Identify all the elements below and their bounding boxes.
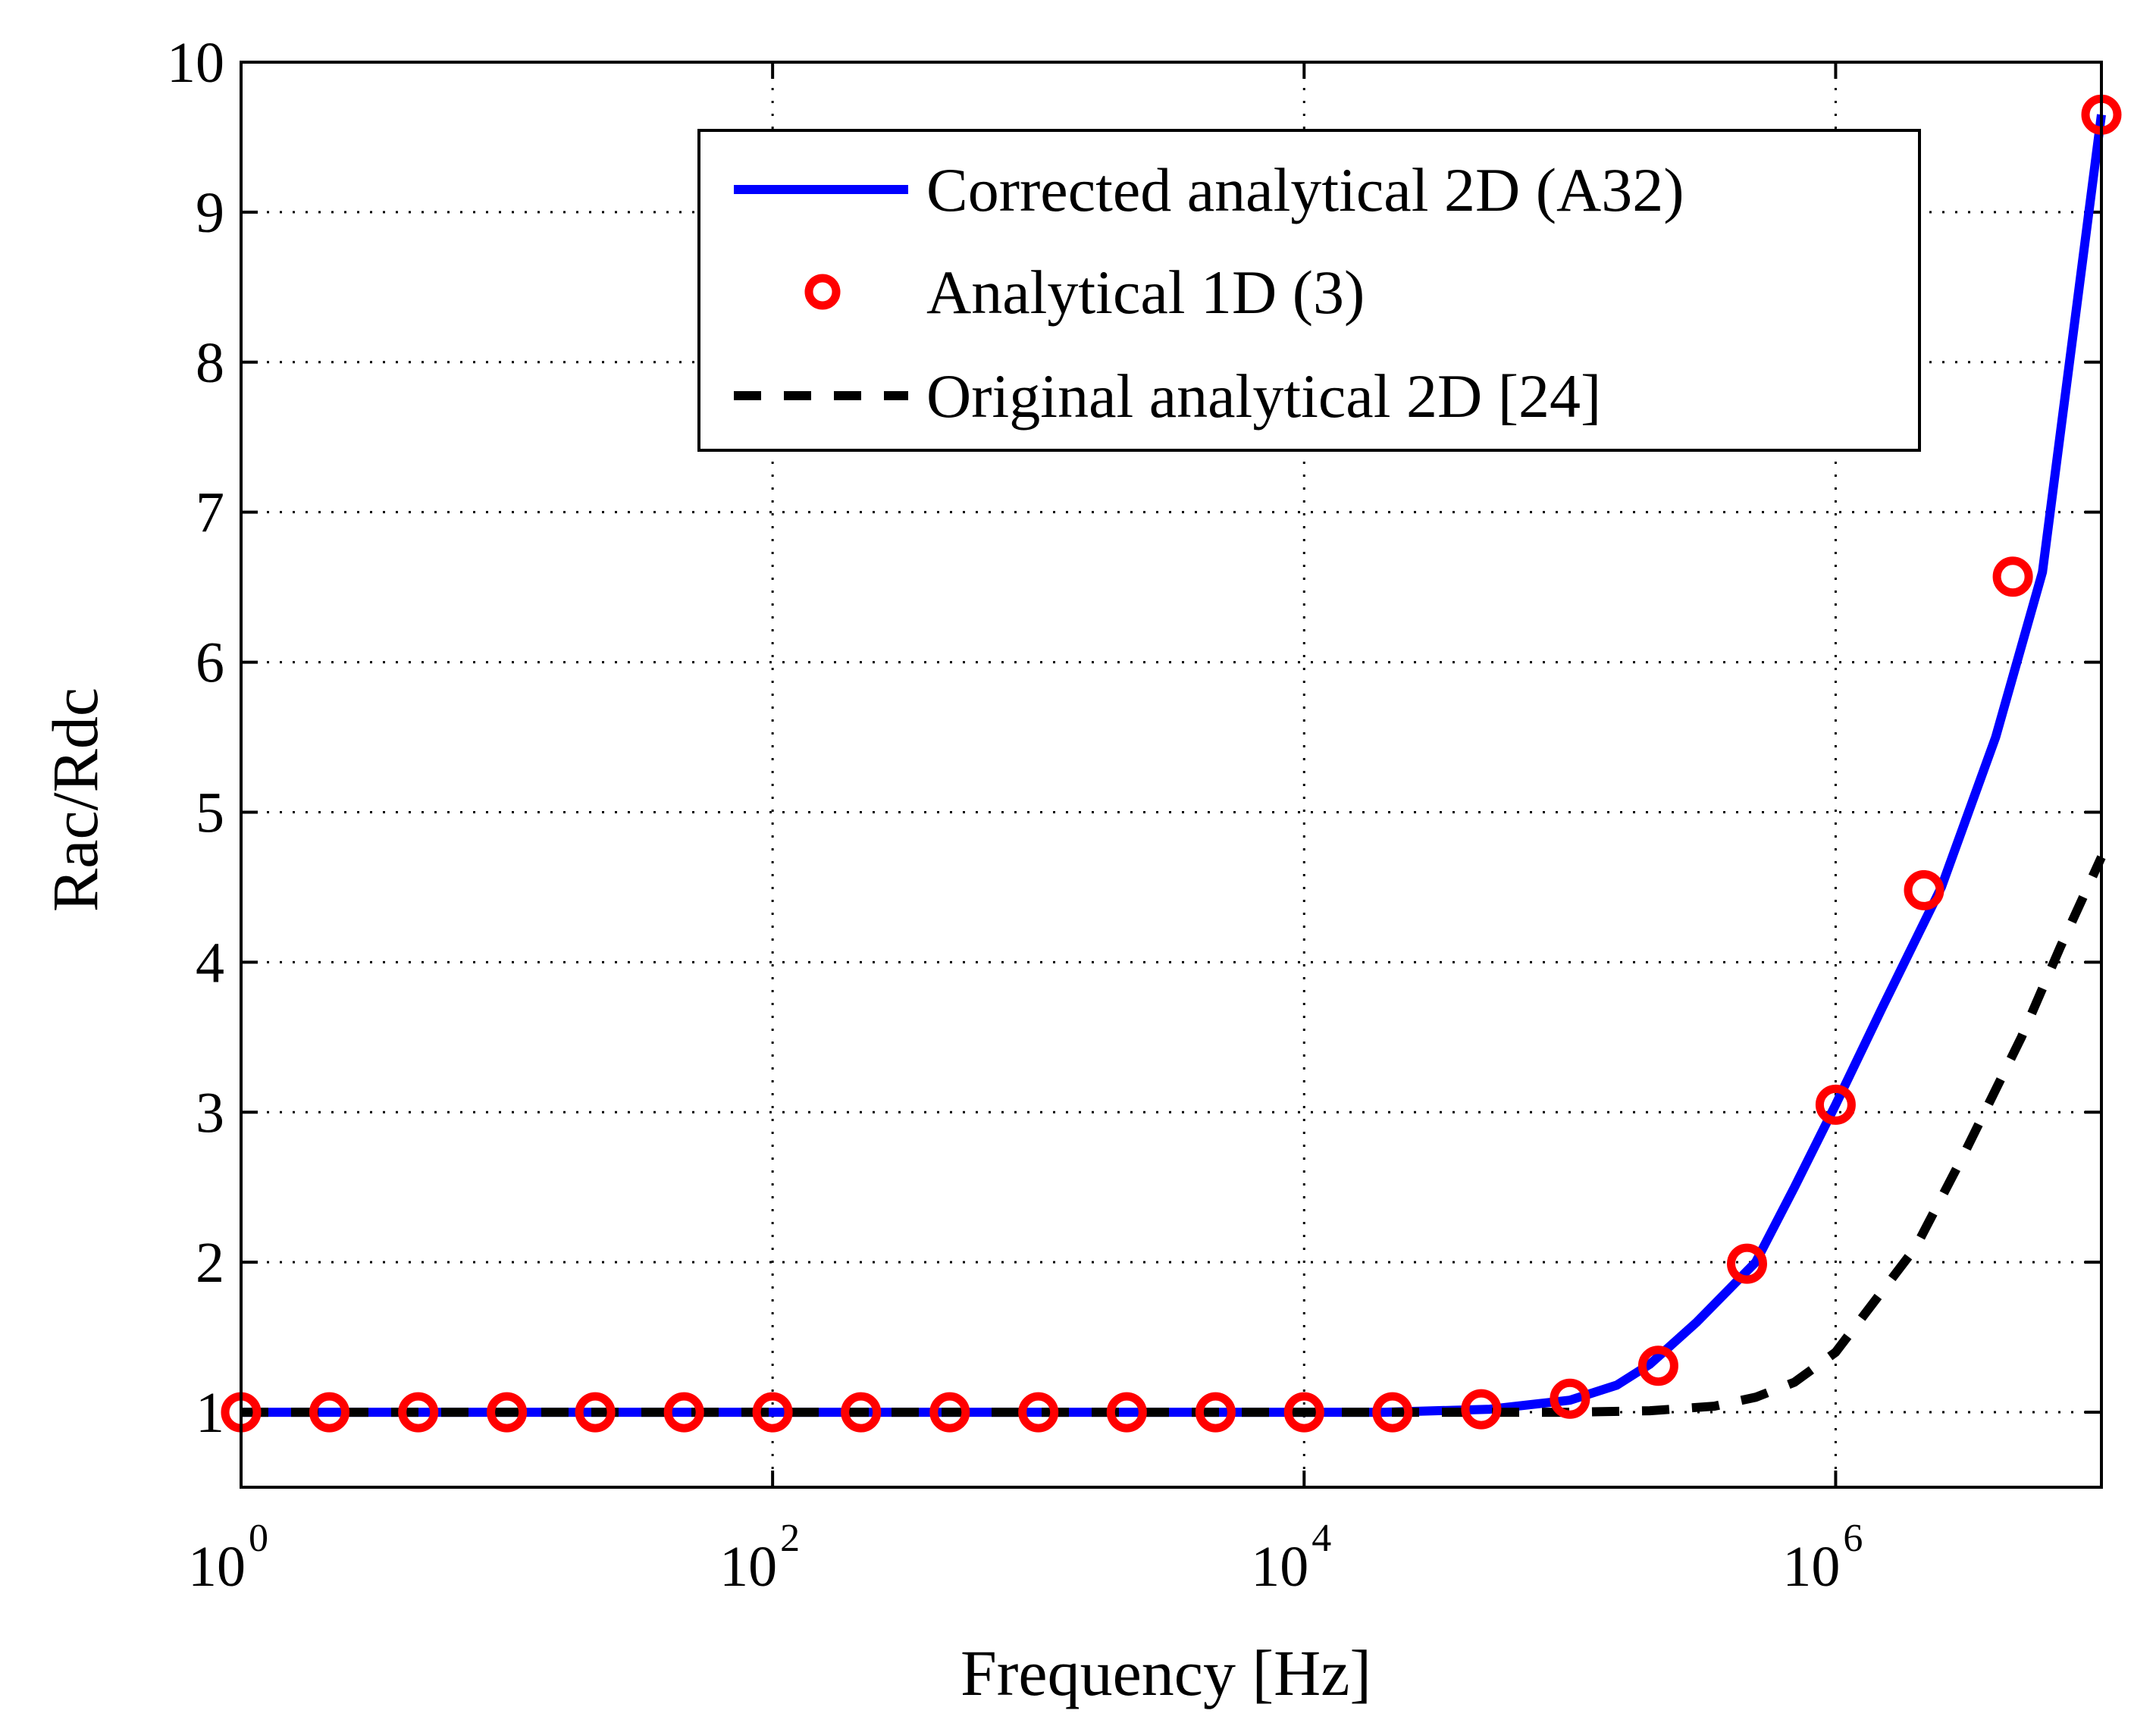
y-tick-label: 5	[196, 781, 224, 844]
y-tick-label: 9	[196, 181, 224, 245]
series-marker-analytical-1d	[309, 1392, 349, 1433]
x-tick-labels: 10 0 10 2 10 4 10 6	[188, 1517, 1863, 1599]
series-marker-analytical-1d	[929, 1392, 970, 1433]
series-marker-analytical-1d	[1372, 1392, 1413, 1433]
series-marker-analytical-1d	[663, 1392, 704, 1433]
series-marker-analytical-1d	[752, 1392, 793, 1433]
x-tick-exponent: 2	[780, 1517, 800, 1560]
x-tick-base: 10	[1782, 1535, 1840, 1599]
series-marker-analytical-1d	[1195, 1392, 1236, 1433]
legend-label-analytical-1d: Analytical 1D (3)	[926, 258, 1365, 327]
x-tick-label: 10 4	[1251, 1517, 1331, 1599]
legend-label-original: Original analytical 2D [24]	[926, 362, 1601, 431]
x-tick-base: 10	[1251, 1535, 1308, 1599]
series-marker-analytical-1d	[575, 1392, 616, 1433]
x-tick-exponent: 0	[249, 1517, 268, 1560]
series-marker-analytical-1d	[487, 1392, 528, 1433]
series-marker-analytical-1d	[1018, 1392, 1059, 1433]
y-tick-label: 3	[196, 1081, 224, 1145]
series-marker-analytical-1d	[1106, 1392, 1147, 1433]
legend: Corrected analytical 2D (A32) Analytical…	[697, 129, 1921, 452]
y-tick-label: 8	[196, 331, 224, 395]
x-axis-label: Frequency [Hz]	[960, 1637, 1371, 1709]
series-marker-analytical-1d	[1283, 1392, 1324, 1433]
x-tick-exponent: 4	[1311, 1517, 1331, 1560]
y-tick-label: 7	[196, 481, 224, 545]
legend-box	[697, 129, 1921, 452]
y-tick-label: 2	[196, 1231, 224, 1295]
y-tick-labels: 1 2 3 4 5 6 7 8 9 10	[167, 31, 224, 1445]
y-tick-label: 6	[196, 631, 224, 695]
x-tick-label: 10 6	[1782, 1517, 1863, 1599]
x-tick-exponent: 6	[1843, 1517, 1863, 1560]
series-marker-analytical-1d	[1904, 869, 1944, 910]
x-tick-label: 10 0	[188, 1517, 268, 1599]
y-tick-label: 4	[196, 931, 224, 995]
series-marker-analytical-1d	[1727, 1243, 1767, 1284]
series-marker-analytical-1d	[841, 1392, 882, 1433]
x-tick-label: 10 2	[719, 1517, 800, 1599]
series-marker-analytical-1d	[1550, 1378, 1590, 1419]
legend-swatch-analytical-1d	[804, 274, 841, 310]
series-marker-analytical-1d	[1637, 1345, 1678, 1386]
series-marker-analytical-1d	[1992, 556, 2033, 597]
plot-frame	[240, 61, 2103, 1489]
y-axis-label: Rac/Rdc	[39, 688, 111, 912]
y-tick-label: 1	[196, 1381, 224, 1445]
series-marker-analytical-1d	[398, 1392, 439, 1433]
x-tick-base: 10	[719, 1535, 777, 1599]
series-line-original-analytical-2d	[241, 855, 2106, 1417]
x-tick-base: 10	[188, 1535, 246, 1599]
y-tick-label: 10	[167, 31, 224, 95]
series-marker-analytical-1d	[1461, 1389, 1502, 1430]
series-marker-analytical-1d	[1815, 1084, 1856, 1125]
legend-label-corrected: Corrected analytical 2D (A32)	[926, 155, 1684, 224]
data-series	[221, 94, 2122, 1433]
